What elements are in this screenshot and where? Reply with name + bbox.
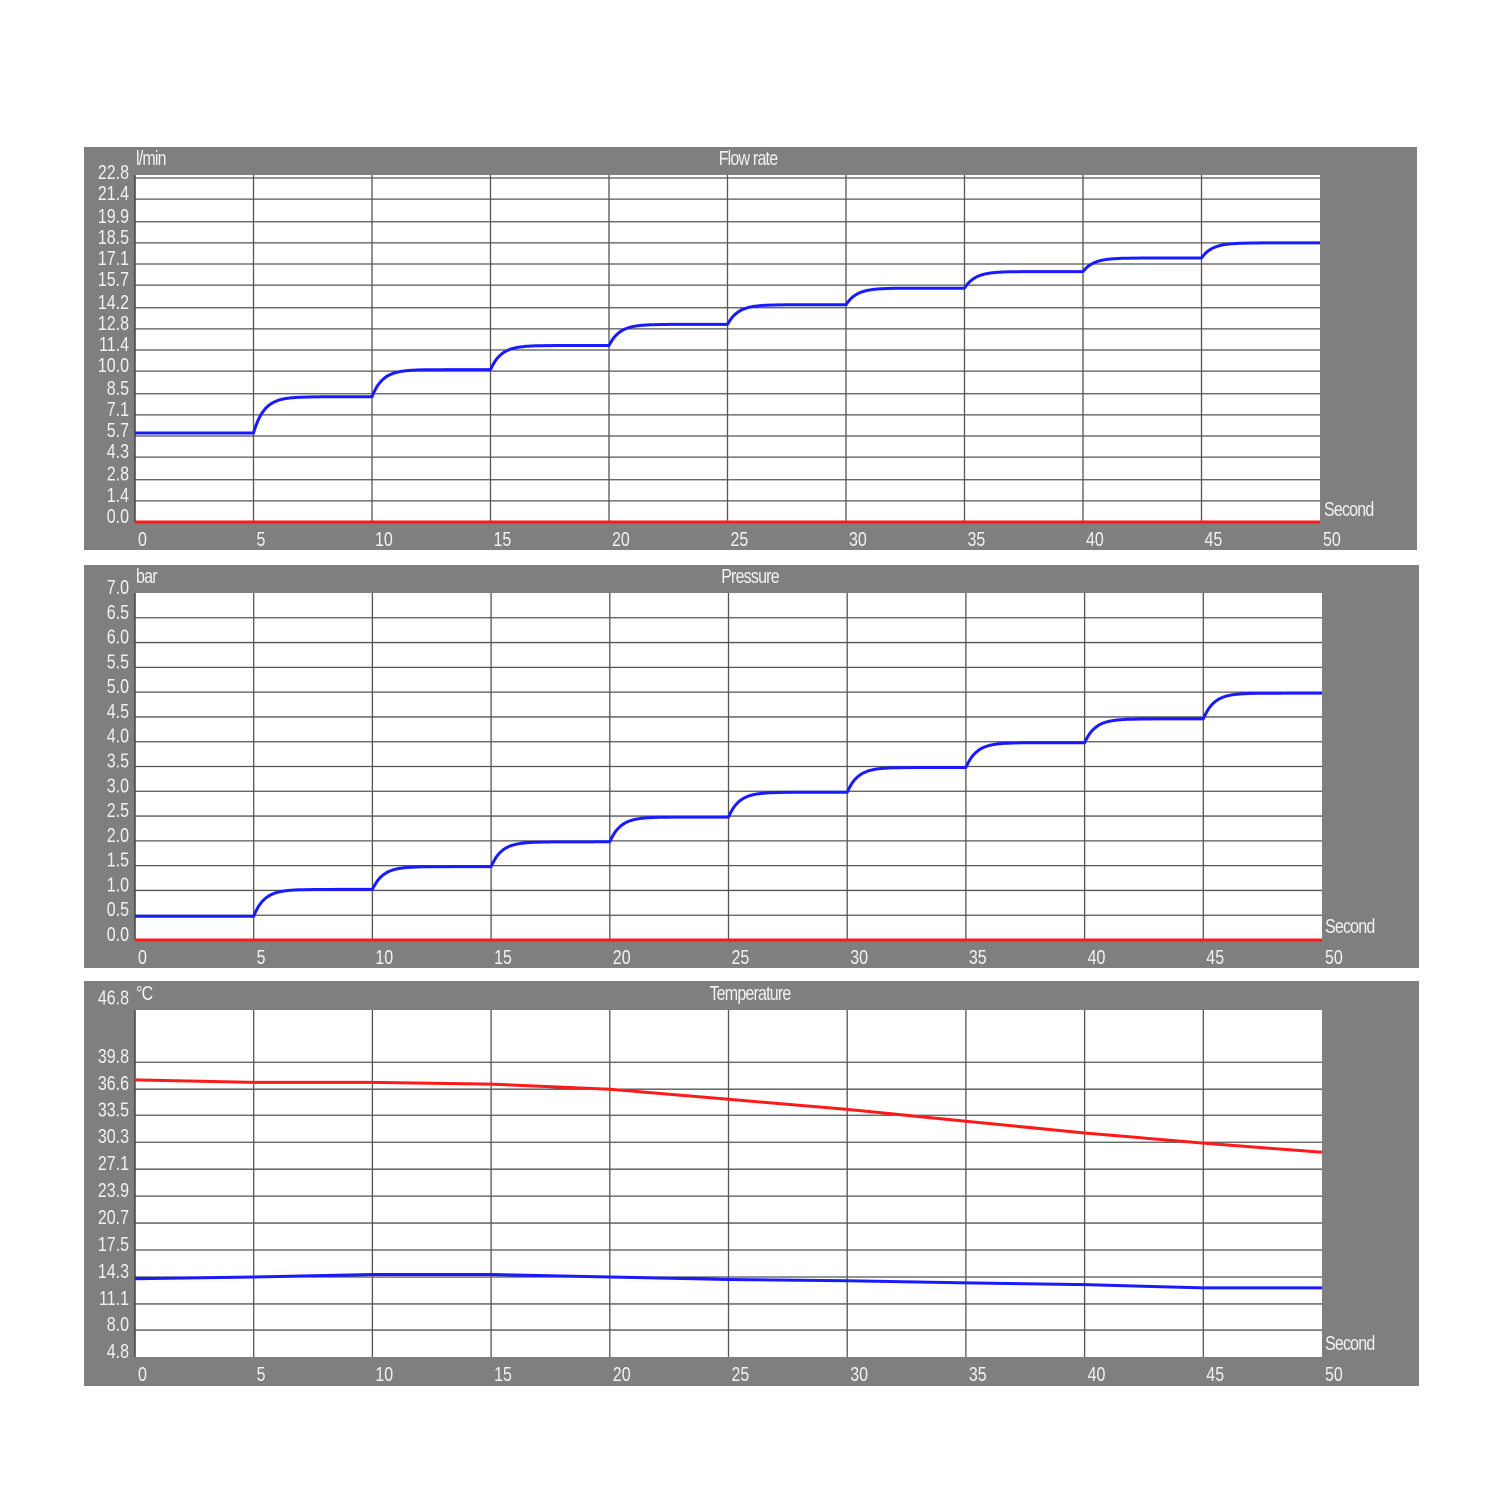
- flow-y-tick-label: 1.4: [107, 484, 129, 506]
- pressure-x-tick-label: 5: [257, 946, 266, 968]
- flow-y-tick-label: 22.8: [98, 161, 129, 183]
- flow-x-tick-label: 20: [612, 528, 630, 550]
- pressure-y-tick-label: 5.0: [107, 675, 129, 697]
- temperature-y-tick-label: 30.3: [98, 1126, 129, 1148]
- flow-y-tick-label: 14.2: [98, 291, 129, 313]
- flow-unit-label: l/min: [136, 148, 167, 170]
- flow-y-tick-label: 10.0: [98, 354, 129, 376]
- temperature-x-tick-label: 40: [1088, 1363, 1106, 1385]
- temperature-x-tick-label: 10: [375, 1363, 393, 1385]
- flow-y-tick-label: 21.4: [98, 182, 129, 204]
- flow-y-tick-label: 7.1: [107, 398, 129, 420]
- temperature-y-tick-label: 23.9: [98, 1179, 129, 1201]
- flow-y-tick-label: 15.7: [98, 268, 129, 290]
- temperature-y-tick-label: 14.3: [98, 1260, 129, 1282]
- flow-y-tick-label: 2.8: [107, 463, 129, 485]
- pressure-series-line-0: [134, 691, 1323, 918]
- flow-y-tick-label: 0.0: [107, 505, 129, 527]
- flow-x-tick-label: 35: [968, 528, 986, 550]
- pressure-y-tick-label: 0.5: [107, 899, 129, 921]
- pressure-x-tick-label: 35: [969, 946, 987, 968]
- temperature-y-tick-label: 20.7: [98, 1206, 129, 1228]
- flow-x-tick-label: 40: [1086, 528, 1104, 550]
- temperature-x-tick-label: 0: [138, 1363, 147, 1385]
- pressure-y-tick-label: 4.0: [107, 725, 129, 747]
- pressure-unit-label: bar: [136, 566, 158, 588]
- flow-x-tick-label: 50: [1323, 528, 1341, 550]
- flow-y-tick-label: 17.1: [98, 247, 129, 269]
- temperature-series-line-1: [134, 1273, 1322, 1290]
- flow-x-tick-label: 5: [257, 528, 266, 550]
- pressure-y-tick-label: 1.5: [107, 849, 129, 871]
- temperature-y-tick-label: 4.8: [107, 1340, 129, 1362]
- temperature-y-tick-label: 39.8: [98, 1046, 129, 1068]
- pressure-y-tick-label: 4.5: [107, 700, 129, 722]
- pressure-x-tick-label: 50: [1325, 946, 1343, 968]
- pressure-y-tick-label: 5.5: [107, 651, 129, 673]
- temperature-x-tick-label: 25: [732, 1363, 750, 1385]
- temperature-title: Temperature: [709, 983, 791, 1005]
- flow-y-tick-label: 12.8: [98, 312, 129, 334]
- temperature-x-tick-label: 15: [494, 1363, 512, 1385]
- pressure-x-tick-label: 20: [613, 946, 631, 968]
- temperature-y-tick-label: 46.8: [98, 987, 129, 1009]
- temperature-unit-label: °C: [136, 983, 153, 1005]
- pressure-y-tick-label: 3.5: [107, 750, 129, 772]
- flow-y-tick-label: 8.5: [107, 377, 129, 399]
- pressure-x-tick-label: 0: [138, 946, 147, 968]
- flow-y-tick-label: 4.3: [107, 440, 129, 462]
- pressure-y-tick-label: 3.0: [107, 775, 129, 797]
- pressure-x-tick-label: 45: [1206, 946, 1224, 968]
- temperature-y-tick-label: 27.1: [98, 1153, 129, 1175]
- temperature-x-tick-label: 5: [257, 1363, 266, 1385]
- temperature-y-tick-label: 11.1: [99, 1287, 129, 1309]
- temperature-y-tick-label: 36.6: [98, 1073, 129, 1095]
- flow-x-tick-label: 10: [375, 528, 393, 550]
- temperature-x-tick-label: 45: [1206, 1363, 1224, 1385]
- temperature-xlabel: Second: [1325, 1333, 1375, 1355]
- flow-y-tick-label: 18.5: [98, 226, 129, 248]
- flow-x-tick-label: 25: [731, 528, 749, 550]
- temperature-series-line-0: [134, 1078, 1323, 1154]
- pressure-x-tick-label: 40: [1088, 946, 1106, 968]
- temperature-x-tick-label: 20: [613, 1363, 631, 1385]
- temperature-y-tick-label: 8.0: [107, 1313, 129, 1335]
- pressure-x-tick-label: 10: [375, 946, 393, 968]
- flow-title: Flow rate: [718, 148, 778, 170]
- temperature-y-tick-label: 17.5: [98, 1233, 129, 1255]
- flow-y-tick-label: 11.4: [99, 333, 129, 355]
- temperature-y-tick-label: 33.5: [98, 1099, 129, 1121]
- flow-y-tick-label: 19.9: [98, 205, 129, 227]
- pressure-xlabel: Second: [1325, 916, 1375, 938]
- pressure-y-tick-label: 1.0: [107, 874, 129, 896]
- pressure-x-tick-label: 15: [494, 946, 512, 968]
- pressure-y-tick-label: 2.5: [107, 799, 129, 821]
- pressure-y-tick-label: 2.0: [107, 824, 129, 846]
- pressure-y-tick-label: 6.0: [107, 626, 129, 648]
- flow-x-tick-label: 30: [849, 528, 867, 550]
- temperature-x-tick-label: 50: [1325, 1363, 1343, 1385]
- pressure-title: Pressure: [721, 566, 779, 588]
- pressure-y-tick-label: 7.0: [107, 576, 129, 598]
- flow-series-line-0: [134, 241, 1321, 435]
- pressure-x-tick-label: 25: [732, 946, 750, 968]
- flow-y-tick-label: 5.7: [107, 419, 129, 441]
- flow-x-tick-label: 0: [138, 528, 147, 550]
- flow-xlabel: Second: [1324, 499, 1374, 521]
- pressure-y-tick-label: 0.0: [107, 923, 129, 945]
- flow-x-tick-label: 15: [494, 528, 512, 550]
- flow-x-tick-label: 45: [1205, 528, 1223, 550]
- pressure-y-tick-label: 6.5: [107, 601, 129, 623]
- temperature-x-tick-label: 35: [969, 1363, 987, 1385]
- pressure-x-tick-label: 30: [850, 946, 868, 968]
- temperature-x-tick-label: 30: [850, 1363, 868, 1385]
